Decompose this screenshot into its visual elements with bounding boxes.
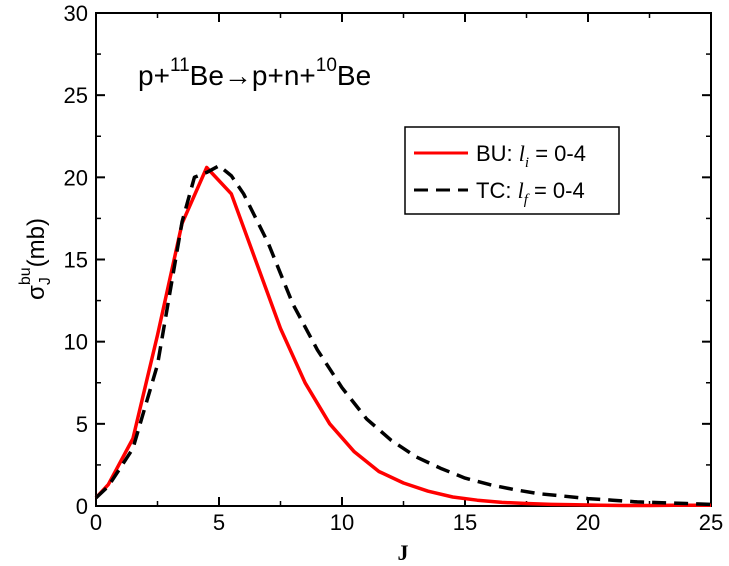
annotation-sup1: 11 [170, 55, 190, 76]
legend-tc-var: l [518, 178, 524, 203]
tick-marks [95, 12, 712, 507]
annotation-sup2: 10 [316, 55, 337, 76]
legend-entry-tc: TC: lf = 0-4 [476, 178, 585, 208]
y-axis-label-sup: bu [17, 267, 34, 285]
annotation-p2: p+n+ [252, 60, 316, 91]
legend: BU: li = 0-4 TC: lf = 0-4 [404, 126, 620, 215]
legend-tc-suffix: = 0-4 [528, 178, 585, 203]
x-tick-label: 10 [330, 510, 354, 535]
reaction-annotation: p+11Be→p+n+10Be [138, 55, 371, 91]
legend-bu-var: l [519, 141, 525, 166]
annotation-arrow: → [224, 60, 252, 91]
x-tick-label: 20 [576, 510, 600, 535]
x-tick-label: 25 [699, 510, 723, 535]
annotation-p1: p+ [138, 60, 170, 91]
x-tick-label: 5 [213, 510, 225, 535]
y-axis-label: σJbu(mb) [17, 218, 54, 300]
y-tick-label: 25 [64, 83, 88, 108]
series-layer [94, 164, 712, 508]
legend-bu-sub: i [525, 155, 529, 171]
x-axis-label: J [398, 540, 409, 565]
x-tick-label: 0 [90, 510, 102, 535]
tick-labels: 0 5 10 15 20 25 0 5 10 15 20 25 30 [64, 1, 724, 535]
y-tick-label: 5 [76, 412, 88, 437]
legend-box [404, 126, 620, 215]
y-tick-label: 15 [64, 248, 88, 273]
y-tick-label: 0 [76, 494, 88, 519]
legend-bu-prefix: BU: [476, 141, 519, 166]
y-tick-label: 10 [64, 330, 88, 355]
svg-text:σJbu(mb): σJbu(mb) [17, 218, 54, 300]
plot-frame [95, 12, 712, 507]
y-tick-label: 20 [64, 165, 88, 190]
annotation-be2: Be [337, 60, 371, 91]
y-axis-label-unit: (mb) [23, 218, 50, 267]
legend-entry-bu: BU: li = 0-4 [476, 141, 586, 171]
series-line-tc [94, 164, 712, 507]
series-line-bu [94, 165, 711, 508]
x-tick-label: 15 [453, 510, 477, 535]
y-axis-label-symbol: σ [23, 285, 50, 300]
legend-tc-prefix: TC: [476, 178, 518, 203]
legend-bu-suffix: = 0-4 [529, 141, 586, 166]
y-tick-label: 30 [64, 1, 88, 26]
legend-tc-sub: f [524, 192, 530, 208]
y-axis-label-sub: J [37, 277, 54, 285]
annotation-be1: Be [190, 60, 224, 91]
